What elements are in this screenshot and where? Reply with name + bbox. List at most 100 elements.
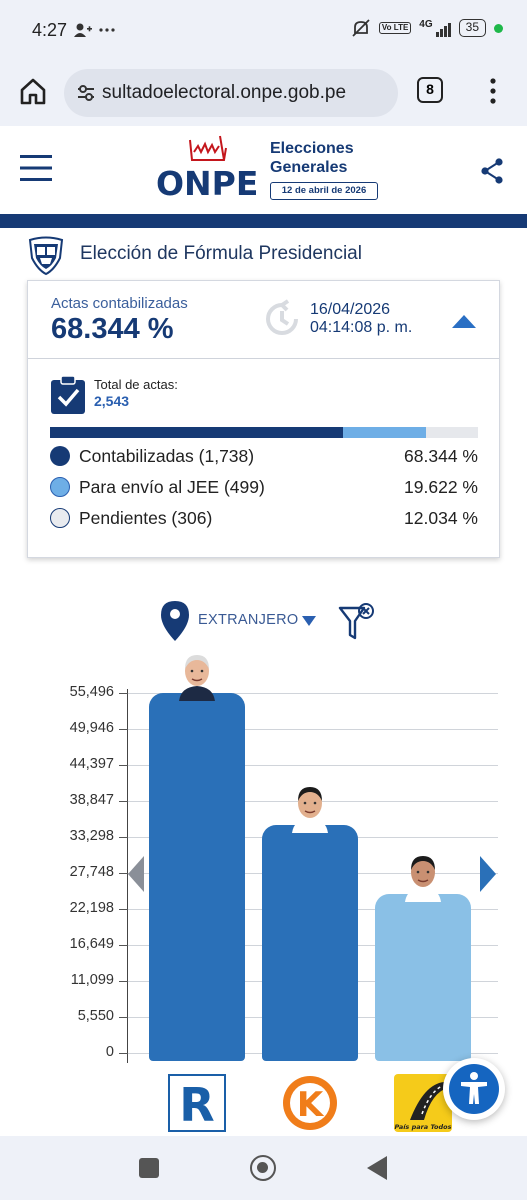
candidate-photo-1 bbox=[179, 655, 215, 701]
tab-switcher-button[interactable]: 8 bbox=[417, 77, 443, 103]
votes-bar-chart: 55,496 49,946 44,397 38,847 33,298 27,748 22,1… bbox=[0, 650, 527, 1070]
candidate-photo-2 bbox=[292, 786, 328, 833]
actas-value: 68.344 % bbox=[51, 313, 174, 345]
party-k-icon: K bbox=[283, 1076, 337, 1130]
road-icon: País para Todos bbox=[394, 1074, 452, 1132]
hamburger-menu-icon[interactable] bbox=[20, 154, 52, 182]
bar-candidate-3[interactable] bbox=[375, 894, 471, 1061]
y-tick-label: 0 bbox=[105, 1044, 114, 1060]
legend-dot-pendientes bbox=[50, 508, 70, 528]
party-ppt-text: País para Todos bbox=[394, 1123, 451, 1131]
y-tick-label: 38,847 bbox=[69, 792, 114, 808]
election-title: Elección de Fórmula Presidencial bbox=[80, 243, 362, 264]
chevron-right-icon[interactable] bbox=[480, 856, 496, 892]
election-title-row: Elección de Fórmula Presidencial bbox=[24, 236, 504, 276]
y-tick-mark bbox=[119, 765, 128, 766]
y-tick-label: 22,198 bbox=[69, 900, 114, 916]
y-tick-label: 27,748 bbox=[69, 864, 114, 880]
recents-button[interactable] bbox=[139, 1158, 159, 1178]
chevron-left-icon[interactable] bbox=[128, 856, 144, 892]
person-add-icon bbox=[74, 23, 92, 37]
signal-4g-icon: 4G bbox=[419, 19, 451, 37]
legend-label: Para envío al JEE (499) bbox=[79, 477, 265, 497]
legend-dot-jee bbox=[50, 477, 70, 497]
legend-percent: 68.344 % bbox=[404, 446, 478, 466]
total-actas-label: Total de actas: bbox=[94, 377, 178, 392]
y-tick-label: 11,099 bbox=[70, 972, 114, 988]
grid-line bbox=[128, 729, 498, 730]
battery-icon: 35 bbox=[458, 19, 486, 37]
region-select[interactable]: EXTRANJERO bbox=[198, 612, 299, 628]
party-logo-r[interactable]: R bbox=[168, 1074, 226, 1132]
more-dots-icon bbox=[99, 27, 115, 32]
update-date: 16/04/2026 bbox=[310, 301, 391, 318]
onpe-logo[interactable]: ONPE Elecciones Generales 12 de abril de… bbox=[154, 134, 384, 210]
status-bar: 4:27 Vo LTE 4G 35 bbox=[0, 0, 527, 60]
candidate-photo-3 bbox=[405, 856, 441, 903]
y-tick-mark bbox=[119, 945, 128, 946]
y-tick-label: 16,649 bbox=[69, 936, 114, 952]
actas-summary-header[interactable]: Actas contabilizadas 68.344 % 16/04/2026… bbox=[28, 281, 499, 359]
clear-filter-icon[interactable] bbox=[338, 602, 376, 642]
grid-line bbox=[128, 693, 498, 694]
volte-icon: Vo LTE bbox=[378, 22, 412, 34]
address-bar[interactable]: sultadoelectoral.onpe.gob.pe bbox=[64, 69, 398, 117]
back-button[interactable] bbox=[367, 1156, 387, 1180]
total-actas-value: 2,543 bbox=[94, 393, 130, 409]
y-tick-label: 55,496 bbox=[69, 684, 114, 700]
legend-contabilizadas: Contabilizadas (1,738) 68.344 % bbox=[50, 443, 478, 469]
grid-line bbox=[128, 765, 498, 766]
legend-label: Contabilizadas (1,738) bbox=[79, 446, 255, 466]
url-text[interactable]: sultadoelectoral.onpe.gob.pe bbox=[102, 82, 347, 103]
bar-candidate-2[interactable] bbox=[262, 824, 358, 1061]
status-left-icons bbox=[74, 19, 115, 39]
site-header: ONPE Elecciones Generales 12 de abril de… bbox=[0, 126, 527, 216]
share-icon[interactable] bbox=[480, 158, 504, 184]
y-tick-mark bbox=[119, 873, 128, 874]
y-tick-mark bbox=[119, 1053, 128, 1054]
accessibility-icon bbox=[449, 1064, 499, 1114]
clipboard-check-icon bbox=[51, 375, 85, 414]
chevron-down-icon[interactable] bbox=[302, 616, 316, 626]
logo-text: ONPE bbox=[156, 164, 259, 203]
legend-jee: Para envío al JEE (499) 19.622 % bbox=[50, 474, 478, 500]
y-tick-mark bbox=[119, 837, 128, 838]
actas-label: Actas contabilizadas bbox=[51, 295, 188, 312]
party-k-text: K bbox=[297, 1085, 325, 1125]
legend-label: Pendientes (306) bbox=[79, 508, 213, 528]
party-logo-k[interactable]: K bbox=[281, 1074, 339, 1132]
collapse-up-icon[interactable] bbox=[450, 313, 478, 329]
y-tick-mark bbox=[119, 801, 128, 802]
legend-pendientes: Pendientes (306) 12.034 % bbox=[50, 505, 478, 531]
y-tick-label: 44,397 bbox=[69, 756, 114, 772]
actas-summary-card: Actas contabilizadas 68.344 % 16/04/2026… bbox=[27, 280, 500, 558]
y-tick-mark bbox=[119, 693, 128, 694]
bar-candidate-1[interactable] bbox=[149, 693, 245, 1061]
progress-jee bbox=[342, 427, 427, 438]
region-filter: EXTRANJERO bbox=[160, 600, 380, 644]
ballot-icon bbox=[189, 135, 227, 161]
header-title-line2: Generales bbox=[270, 159, 348, 176]
history-clock-icon bbox=[266, 299, 298, 335]
header-title-line1: Elecciones bbox=[270, 140, 354, 157]
legend-percent: 19.622 % bbox=[404, 477, 478, 497]
browser-menu-icon[interactable] bbox=[488, 76, 498, 106]
party-logo-pais-para-todos[interactable]: País para Todos bbox=[394, 1074, 452, 1132]
home-icon[interactable] bbox=[18, 76, 48, 106]
home-button[interactable] bbox=[250, 1155, 276, 1181]
network-type: 4G bbox=[419, 19, 433, 30]
legend-percent: 12.034 % bbox=[404, 508, 478, 528]
status-time: 4:27 bbox=[32, 20, 68, 40]
date-badge: 12 de abril de 2026 bbox=[270, 182, 378, 200]
mute-icon bbox=[352, 19, 370, 37]
y-tick-label: 5,550 bbox=[77, 1008, 114, 1024]
y-axis-line bbox=[127, 689, 128, 1063]
y-tick-mark bbox=[119, 909, 128, 910]
site-settings-icon[interactable] bbox=[76, 83, 96, 103]
location-pin-icon bbox=[161, 601, 189, 641]
y-tick-mark bbox=[119, 729, 128, 730]
party-r-icon: R bbox=[168, 1074, 226, 1132]
y-tick-label: 33,298 bbox=[69, 828, 114, 844]
coat-of-arms-icon bbox=[28, 236, 64, 276]
accessibility-button[interactable] bbox=[443, 1058, 505, 1120]
